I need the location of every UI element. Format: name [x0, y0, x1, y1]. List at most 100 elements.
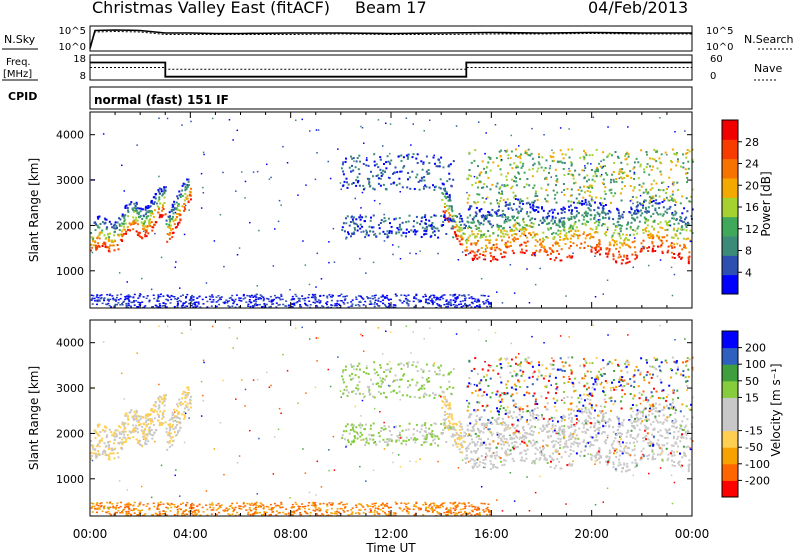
power-cell	[263, 303, 266, 305]
velocity-cell	[497, 434, 500, 437]
velocity-cell	[645, 438, 648, 441]
power-cell	[610, 201, 612, 204]
power-cell	[591, 186, 594, 189]
power-cell	[677, 254, 680, 257]
power-cell	[131, 222, 134, 224]
velocity-cell	[666, 419, 669, 422]
power-cell	[639, 194, 642, 197]
power-cell	[431, 222, 434, 224]
power-cell	[432, 156, 435, 159]
power-cell	[211, 117, 214, 120]
velocity-cell	[460, 437, 463, 440]
power-cell	[373, 303, 376, 305]
power-cell	[516, 216, 519, 219]
velocity-cell	[569, 453, 572, 455]
power-cell	[575, 215, 578, 218]
power-cell	[411, 156, 414, 159]
power-cell	[161, 206, 164, 209]
power-cell	[500, 149, 503, 152]
velocity-cell	[595, 454, 598, 457]
velocity-cell	[529, 411, 531, 414]
power-cell	[511, 215, 514, 218]
power-cell	[678, 255, 681, 258]
frequency-panel: Freq. [MHz] 18 8 60 0 Nave	[2, 54, 782, 82]
power-cell	[148, 299, 151, 302]
power-cell	[128, 300, 131, 302]
power-cell	[382, 302, 384, 305]
power-cell	[154, 209, 156, 212]
power-cell	[454, 301, 457, 304]
power-cell	[443, 206, 446, 208]
power-cell	[262, 299, 265, 302]
power-cell	[503, 255, 506, 258]
power-cell	[519, 161, 522, 164]
power-cell	[407, 172, 410, 174]
velocity-cell	[599, 410, 602, 413]
power-cell	[132, 228, 135, 231]
power-cell	[599, 248, 602, 251]
power-cell	[359, 160, 361, 163]
power-cell	[474, 236, 477, 239]
velocity-cell	[100, 439, 103, 442]
power-colorbar-swatch	[722, 178, 738, 198]
power-cell	[485, 218, 487, 220]
velocity-cell	[158, 400, 161, 403]
velocity-cell	[612, 466, 615, 469]
power-cell	[123, 190, 125, 192]
power-cell	[225, 299, 228, 301]
power-cell	[548, 210, 551, 213]
power-cell	[437, 304, 440, 307]
power-cell	[393, 181, 396, 184]
velocity-cell	[670, 450, 673, 452]
power-cell	[620, 176, 622, 179]
power-cell	[448, 196, 451, 199]
power-cell	[373, 160, 376, 163]
power-cell	[382, 183, 385, 186]
velocity-cell	[441, 400, 444, 403]
velocity-cell	[115, 432, 118, 435]
velocity-cell	[117, 456, 120, 459]
velocity-cell	[471, 429, 474, 432]
velocity-cell	[589, 421, 592, 424]
velocity-cell	[619, 435, 622, 438]
power-cell	[589, 245, 592, 248]
freq-line	[90, 61, 692, 78]
power-cell	[387, 217, 390, 220]
power-cell	[606, 226, 609, 229]
power-cell	[485, 132, 487, 134]
power-cell	[496, 182, 499, 185]
velocity-cell	[534, 441, 537, 444]
power-cell	[542, 209, 545, 212]
velocity-cell	[689, 437, 692, 440]
velocity-cell	[473, 450, 476, 453]
power-cell	[503, 235, 505, 238]
power-cell	[431, 228, 434, 230]
velocity-cell	[618, 458, 620, 461]
velocity-cell	[636, 424, 639, 427]
power-cell	[533, 235, 536, 238]
power-cell	[649, 199, 651, 202]
velocity-cell	[146, 434, 149, 437]
power-cell	[671, 148, 674, 151]
power-cell	[107, 299, 110, 301]
velocity-cell	[543, 428, 546, 431]
power-cell	[100, 231, 103, 234]
velocity-cell	[484, 422, 487, 425]
power-cell	[359, 218, 362, 221]
power-cell	[371, 295, 374, 297]
velocity-cell	[504, 441, 507, 444]
power-cell	[586, 212, 589, 215]
power-cell	[373, 188, 376, 191]
power-cell	[577, 237, 580, 240]
power-cell	[126, 281, 128, 283]
power-cell	[164, 303, 167, 305]
power-cell	[280, 293, 283, 296]
power-cell	[570, 188, 573, 191]
power-cell	[646, 210, 649, 213]
velocity-cell	[512, 460, 515, 463]
velocity-cell	[562, 416, 564, 419]
power-cell	[415, 157, 418, 160]
power-cell	[454, 306, 456, 308]
power-cell	[117, 299, 120, 301]
velocity-cell	[504, 413, 507, 415]
